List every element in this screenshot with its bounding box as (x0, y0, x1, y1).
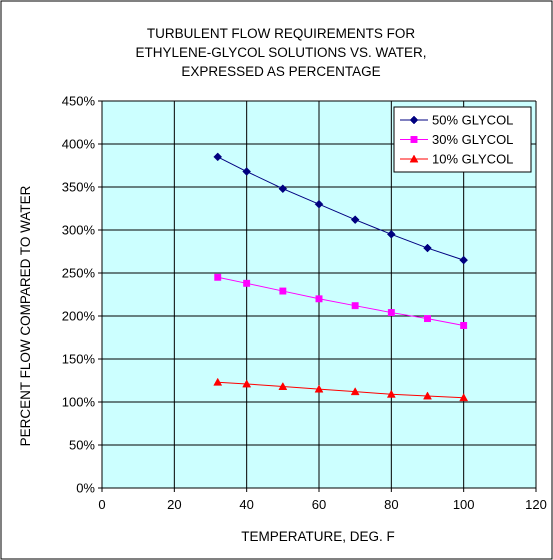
x-tick-label: 0 (98, 497, 105, 512)
plot-area: 0% 50% 100% 150% 200% 250% 300% 350% 400% 450% 0 20… (62, 94, 547, 513)
data-point-30-glycol (315, 295, 323, 303)
data-point-30-glycol (387, 309, 395, 317)
data-point-10-glycol (278, 382, 288, 390)
data-point-10-glycol (242, 379, 252, 388)
chart-title-line-3: EXPRESSED AS PERCENTAGE (181, 64, 380, 79)
chart-title-line-1: TURBULENT FLOW REQUIREMENTS FOR (147, 26, 416, 41)
x-tick-label: 120 (525, 497, 547, 512)
series-line-10-glycol (217, 381, 464, 399)
y-tick-label: 150% (62, 352, 96, 367)
x-tick-label: 60 (312, 497, 326, 512)
data-point-50-glycol (242, 167, 252, 176)
data-point-50-glycol (386, 229, 396, 239)
data-point-30-glycol (460, 322, 468, 329)
legend: 50% GLYCOL 30% GLYCOL 10% GLYCOL (393, 106, 532, 173)
x-tick-label: 100 (453, 497, 475, 512)
y-tick-label: 300% (62, 223, 96, 238)
data-point-50-glycol (213, 152, 223, 162)
y-tick-label: 50% (69, 438, 95, 453)
data-point-30-glycol (351, 302, 359, 310)
legend-label-50-glycol: 50% GLYCOL (432, 113, 513, 128)
legend-marker-30-glycol (410, 136, 418, 143)
data-point-10-glycol (350, 387, 360, 396)
data-point-10-glycol (314, 384, 324, 393)
data-point-50-glycol (423, 243, 432, 253)
x-tick-label: 20 (167, 497, 181, 512)
data-point-30-glycol (279, 287, 287, 295)
y-tick-label: 100% (62, 395, 96, 410)
series-line-30-glycol (217, 276, 464, 326)
y-tick-label: 250% (62, 266, 96, 281)
data-point-10-glycol (459, 393, 469, 402)
data-point-30-glycol (424, 315, 431, 323)
x-tick-label: 40 (239, 497, 253, 512)
y-axis-title: PERCENT FLOW COMPARED TO WATER (18, 185, 33, 446)
data-point-50-glycol (314, 199, 324, 209)
legend-marker-10-glycol (409, 154, 419, 163)
y-tick-label: 450% (62, 94, 96, 109)
legend-label-30-glycol: 30% GLYCOL (432, 132, 513, 147)
data-point-10-glycol (423, 391, 432, 400)
data-point-10-glycol (386, 389, 396, 398)
y-tick-label: 350% (62, 180, 96, 195)
data-point-50-glycol (459, 255, 469, 265)
data-point-50-glycol (278, 184, 288, 194)
y-tick-label: 400% (62, 137, 96, 152)
y-tick-label: 0% (76, 481, 95, 496)
data-point-30-glycol (214, 273, 222, 281)
legend-label-10-glycol: 10% GLYCOL (432, 152, 513, 167)
data-point-10-glycol (213, 377, 223, 386)
legend-marker-50-glycol (409, 115, 419, 125)
y-tick-label: 200% (62, 309, 96, 324)
data-point-30-glycol (243, 279, 251, 287)
x-axis-title: TEMPERATURE, DEG. F (241, 529, 395, 544)
x-tick-label: 80 (384, 497, 398, 512)
data-point-50-glycol (350, 215, 360, 225)
series-line-50-glycol (217, 156, 464, 261)
chart-title-line-2: ETHYLENE-GLYCOL SOLUTIONS VS. WATER, (135, 45, 426, 60)
